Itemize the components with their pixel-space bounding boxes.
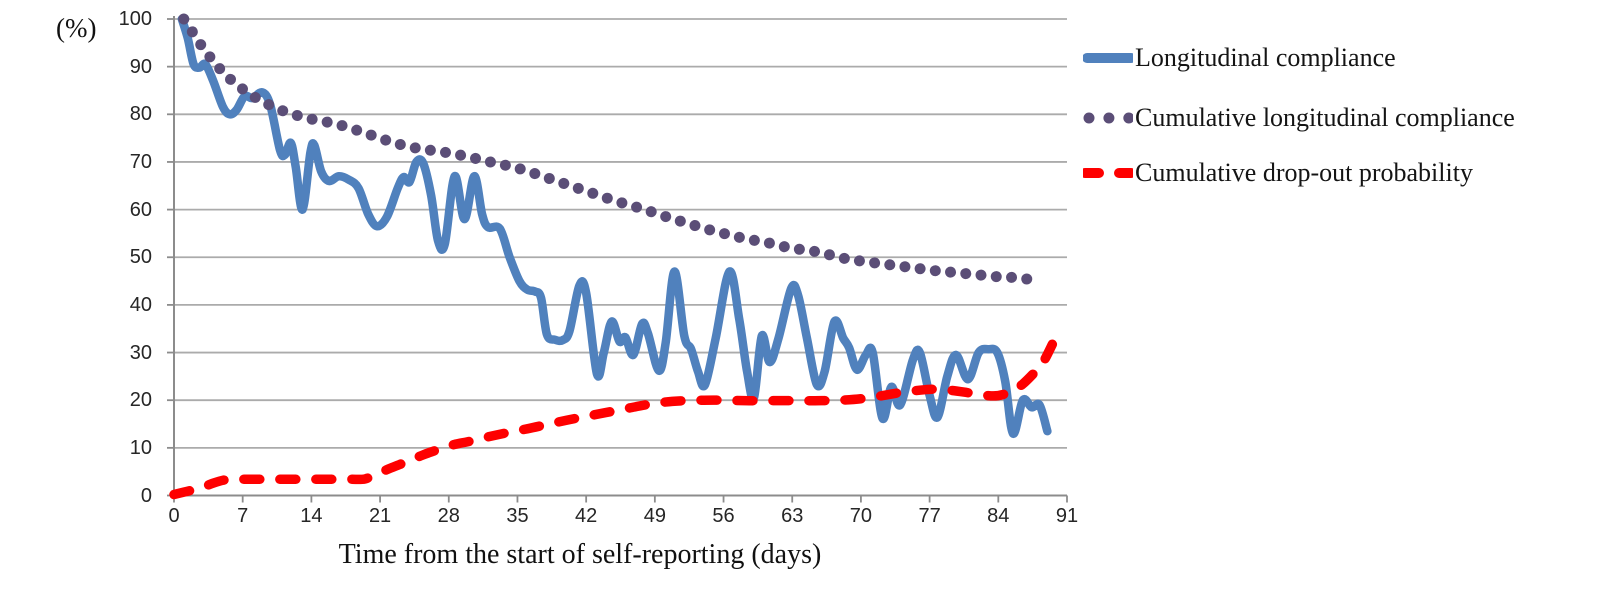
y-tick-label: 20: [129, 389, 152, 412]
legend-swatch-dotted-line-icon: [1083, 112, 1133, 124]
x-tick-label: 7: [237, 505, 249, 527]
legend-item: Cumulative longitudinal compliance: [1083, 102, 1515, 134]
legend-item-label: Longitudinal compliance: [1135, 43, 1396, 72]
x-tick-label: 91: [1055, 505, 1079, 527]
x-tick-label: 0: [168, 505, 180, 527]
x-tick-label: 35: [506, 505, 529, 527]
x-tick-label: 77: [918, 505, 941, 527]
y-tick-label: 10: [129, 436, 152, 459]
legend-item-label: Cumulative longitudinal compliance: [1135, 103, 1515, 132]
x-tick-label: 21: [368, 505, 392, 527]
x-tick-label: 84: [987, 505, 1010, 527]
y-tick-label: 100: [118, 8, 152, 30]
x-axis-title: Time from the start of self-reporting (d…: [338, 539, 822, 570]
legend-item: Longitudinal compliance: [1083, 42, 1396, 74]
x-tick-label: 42: [575, 505, 598, 527]
y-tick-label: 50: [129, 246, 152, 269]
x-tick-label: 70: [849, 505, 873, 527]
series-line-cumulative-longitudinal-compliance: [178, 13, 1044, 287]
y-tick-label: 90: [129, 55, 152, 78]
y-tick-label: 40: [129, 293, 152, 316]
series-line-longitudinal-compliance: [177, 14, 1052, 438]
legend-item: Cumulative drop-out probability: [1083, 157, 1473, 189]
y-tick-label: 60: [129, 198, 152, 221]
legend-swatch-dashed-line-icon: [1083, 168, 1133, 178]
x-tick-label: 49: [643, 505, 666, 527]
y-tick-label: 70: [129, 150, 152, 173]
series-line-cumulative-drop-out-probability: [169, 333, 1060, 500]
x-tick-label: 14: [300, 505, 323, 527]
legend-item-label: Cumulative drop-out probability: [1135, 158, 1473, 187]
y-tick-label: 0: [140, 484, 152, 507]
x-tick-label: 56: [712, 505, 735, 527]
legend-swatch-solid-line-icon: [1083, 53, 1133, 63]
y-tick-label: 30: [129, 341, 152, 364]
y-tick-label: 80: [129, 103, 152, 126]
x-tick-label: 63: [781, 505, 804, 527]
y-axis-unit-label: (%): [56, 13, 97, 43]
x-tick-label: 28: [437, 505, 460, 527]
